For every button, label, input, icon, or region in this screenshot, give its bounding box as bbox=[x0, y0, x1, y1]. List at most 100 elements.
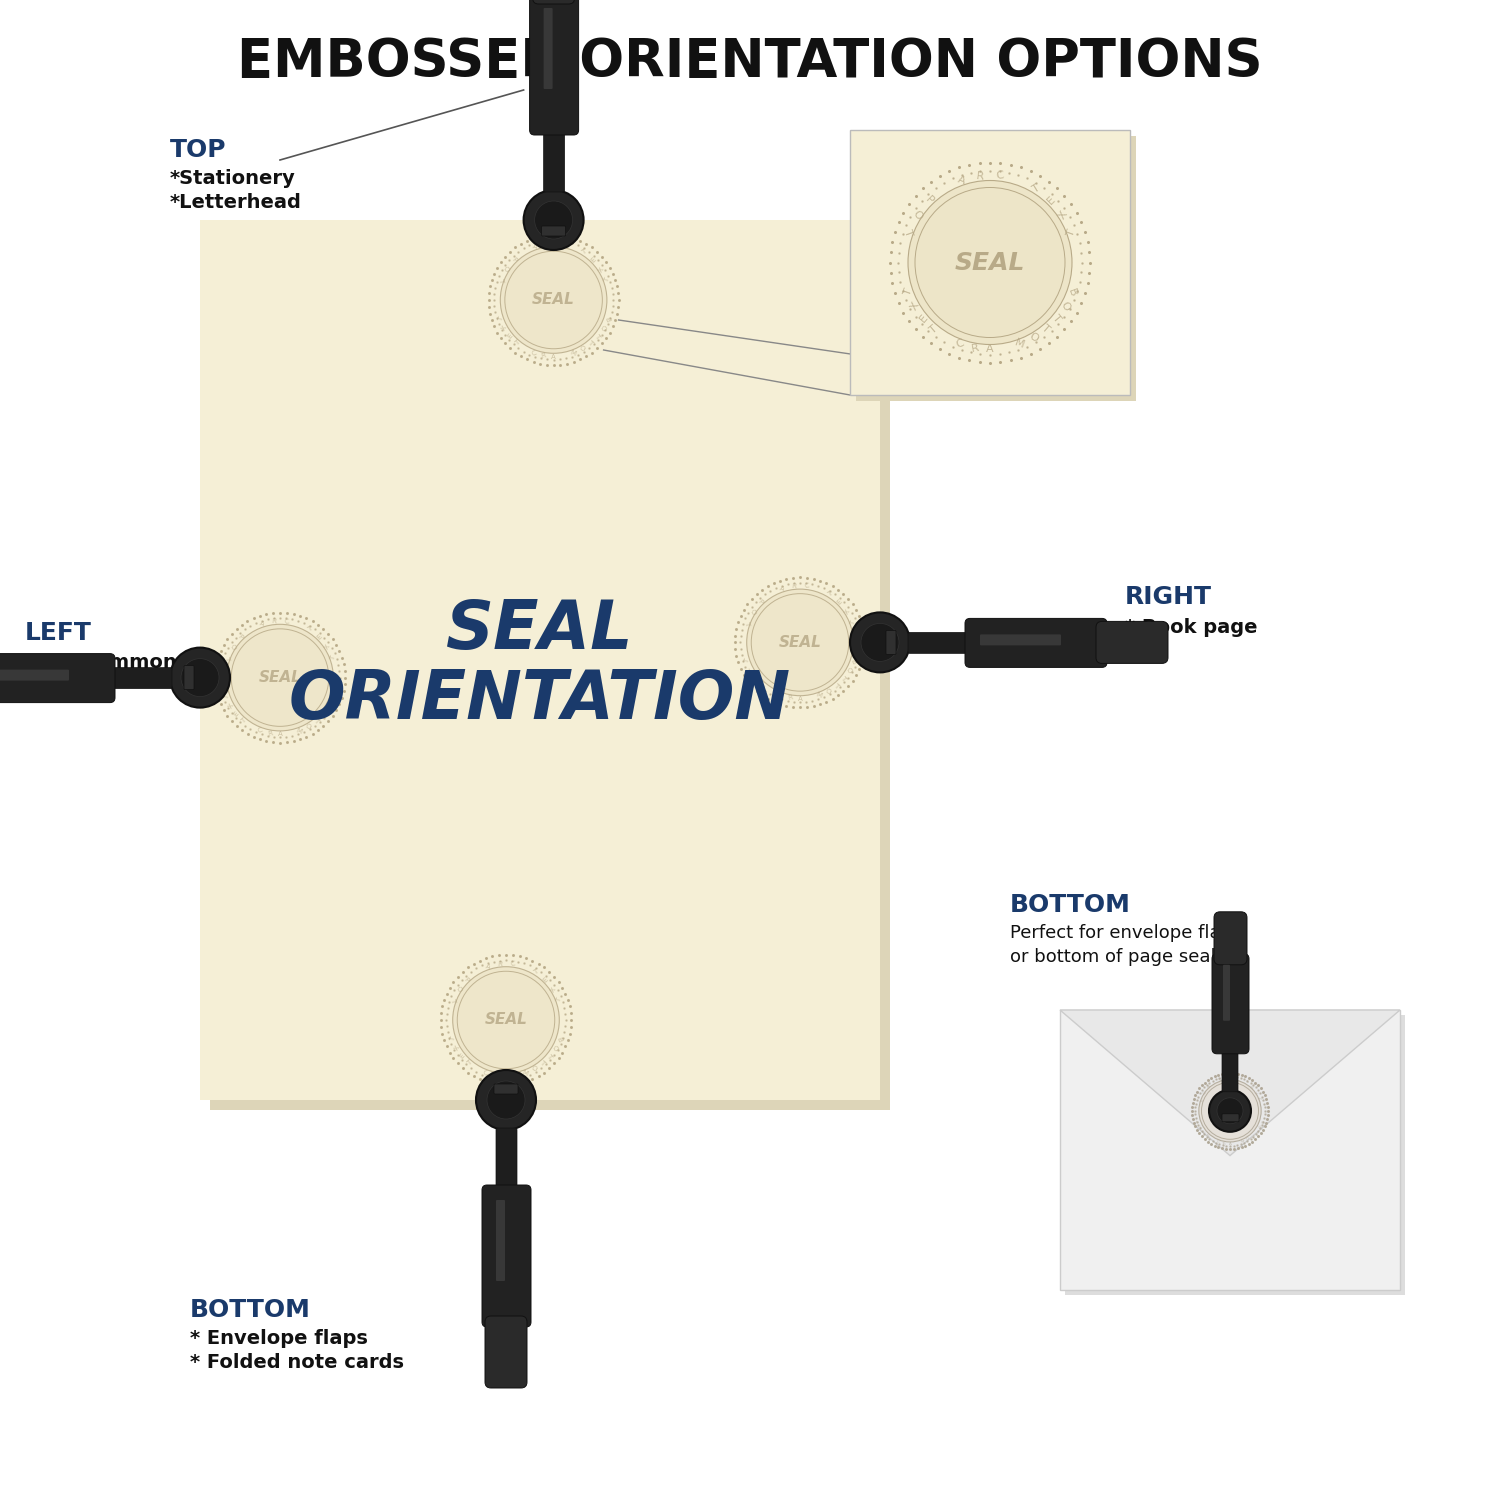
Text: C: C bbox=[956, 338, 966, 351]
Text: T: T bbox=[330, 656, 336, 662]
Circle shape bbox=[908, 180, 1072, 345]
Text: B: B bbox=[555, 1036, 562, 1042]
Text: C: C bbox=[258, 728, 264, 735]
Text: *Letterhead: *Letterhead bbox=[170, 192, 302, 211]
Text: T: T bbox=[513, 339, 520, 346]
Text: T: T bbox=[314, 717, 320, 724]
Text: SEAL: SEAL bbox=[778, 634, 822, 650]
FancyBboxPatch shape bbox=[886, 630, 896, 654]
Text: X: X bbox=[501, 324, 509, 332]
Text: E: E bbox=[232, 711, 240, 717]
Text: T: T bbox=[903, 288, 914, 297]
Text: or bottom of page seals: or bottom of page seals bbox=[1010, 948, 1226, 966]
FancyBboxPatch shape bbox=[1222, 1114, 1239, 1122]
Text: T: T bbox=[849, 620, 856, 626]
Text: T: T bbox=[532, 969, 538, 975]
FancyBboxPatch shape bbox=[856, 136, 1136, 400]
Text: A: A bbox=[484, 963, 490, 970]
Circle shape bbox=[534, 201, 573, 238]
Text: X: X bbox=[324, 644, 332, 651]
Circle shape bbox=[182, 658, 219, 696]
Text: R: R bbox=[494, 1072, 500, 1078]
Text: M: M bbox=[816, 692, 824, 699]
Text: B: B bbox=[1066, 286, 1078, 297]
Text: T: T bbox=[224, 656, 231, 662]
Text: T: T bbox=[1030, 183, 1041, 195]
Text: C: C bbox=[284, 618, 290, 624]
Text: T: T bbox=[840, 675, 848, 682]
Text: A: A bbox=[1228, 1142, 1232, 1146]
Text: T: T bbox=[580, 249, 586, 255]
FancyBboxPatch shape bbox=[200, 220, 880, 1100]
FancyBboxPatch shape bbox=[0, 669, 69, 681]
Text: O: O bbox=[503, 266, 510, 273]
Text: T: T bbox=[306, 626, 314, 633]
Text: T: T bbox=[1040, 322, 1052, 334]
Text: T: T bbox=[320, 711, 327, 717]
Text: C: C bbox=[556, 240, 562, 248]
Text: C: C bbox=[1216, 1140, 1221, 1144]
Circle shape bbox=[850, 612, 910, 672]
FancyBboxPatch shape bbox=[496, 1200, 506, 1281]
Text: TOP: TOP bbox=[170, 138, 226, 162]
Circle shape bbox=[476, 1070, 536, 1130]
Text: A: A bbox=[957, 174, 968, 186]
Text: R: R bbox=[1222, 1142, 1226, 1146]
Text: SEAL: SEAL bbox=[484, 1013, 528, 1028]
Text: O: O bbox=[531, 1065, 538, 1072]
Circle shape bbox=[524, 190, 584, 250]
Text: M: M bbox=[522, 1070, 530, 1077]
Text: A: A bbox=[258, 621, 264, 628]
Text: T: T bbox=[546, 1053, 554, 1060]
Text: A: A bbox=[504, 1074, 509, 1080]
Text: R: R bbox=[544, 240, 550, 248]
Text: R: R bbox=[267, 730, 273, 736]
FancyBboxPatch shape bbox=[484, 1316, 526, 1388]
Text: R: R bbox=[272, 618, 276, 624]
Circle shape bbox=[861, 624, 898, 662]
Text: T: T bbox=[744, 658, 750, 664]
Text: T: T bbox=[603, 278, 610, 284]
Text: O: O bbox=[1256, 1125, 1262, 1130]
Text: T: T bbox=[744, 620, 750, 626]
Text: * Folded note cards: * Folded note cards bbox=[190, 1353, 404, 1371]
Text: C: C bbox=[510, 960, 515, 968]
Text: X: X bbox=[844, 608, 852, 615]
Text: O: O bbox=[326, 702, 333, 709]
Text: E: E bbox=[316, 633, 324, 640]
Text: P: P bbox=[464, 976, 470, 984]
Text: P: P bbox=[237, 633, 244, 640]
Circle shape bbox=[747, 590, 853, 696]
Text: E: E bbox=[1203, 1130, 1208, 1134]
Text: LEFT: LEFT bbox=[26, 621, 92, 645]
Text: T: T bbox=[224, 694, 231, 700]
Text: P: P bbox=[758, 598, 764, 606]
Text: O: O bbox=[550, 1044, 560, 1052]
FancyBboxPatch shape bbox=[1065, 1016, 1406, 1294]
Text: T: T bbox=[450, 1036, 456, 1042]
Text: C: C bbox=[1232, 1076, 1236, 1080]
FancyBboxPatch shape bbox=[482, 1185, 531, 1328]
Text: C: C bbox=[483, 1070, 490, 1077]
Text: X: X bbox=[226, 702, 236, 709]
Text: X: X bbox=[747, 668, 754, 674]
Text: M: M bbox=[296, 728, 303, 735]
Text: SEAL: SEAL bbox=[446, 597, 634, 663]
Text: A: A bbox=[778, 585, 784, 592]
Text: P: P bbox=[1204, 1084, 1209, 1089]
Circle shape bbox=[170, 648, 230, 708]
Text: R: R bbox=[976, 171, 986, 182]
FancyBboxPatch shape bbox=[964, 618, 1107, 668]
Text: P: P bbox=[510, 256, 518, 264]
Text: C: C bbox=[777, 692, 784, 699]
Text: SEAL: SEAL bbox=[532, 292, 574, 308]
Text: O: O bbox=[1028, 332, 1039, 345]
Text: T: T bbox=[1066, 228, 1077, 237]
Text: T: T bbox=[760, 682, 766, 690]
FancyBboxPatch shape bbox=[908, 633, 972, 654]
Text: R: R bbox=[790, 584, 796, 590]
Circle shape bbox=[1216, 1098, 1243, 1124]
FancyBboxPatch shape bbox=[980, 634, 1060, 645]
Text: E: E bbox=[590, 256, 597, 264]
Text: Perfect for envelope flaps: Perfect for envelope flaps bbox=[1010, 924, 1242, 942]
